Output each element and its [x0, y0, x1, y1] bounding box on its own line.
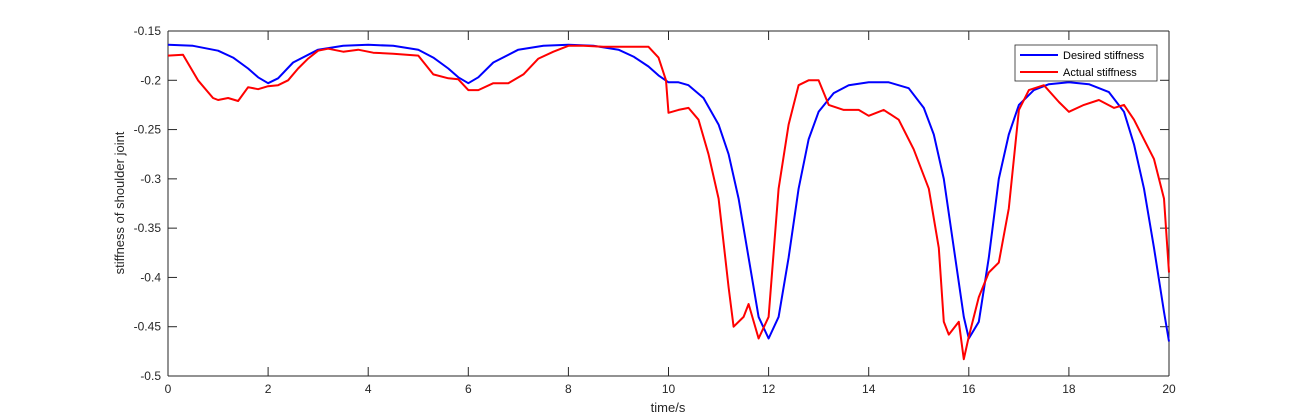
actual-stiffness-line — [167, 44, 1170, 361]
y-axis-ticks: -0.5 -0.45 -0.4 -0.35 -0.3 -0.25 -0.2 -0.15 — [134, 24, 1169, 383]
desired-stiffness-line — [167, 43, 1170, 342]
legend-label-desired: Desired stiffness — [1063, 50, 1145, 62]
y-tick-label: -0.35 — [134, 221, 162, 235]
plot-area — [168, 31, 1169, 376]
x-tick-label: 20 — [1162, 382, 1176, 396]
x-tick-label: 14 — [862, 382, 876, 396]
x-axis-label: time/s — [651, 400, 686, 415]
y-tick-label: -0.5 — [140, 369, 161, 383]
y-axis-label: stiffness of shoulder joint — [112, 131, 127, 274]
y-tick-label: -0.25 — [134, 123, 162, 137]
x-tick-label: 12 — [762, 382, 776, 396]
x-tick-label: 6 — [465, 382, 472, 396]
y-tick-label: -0.15 — [134, 24, 162, 38]
x-tick-label: 4 — [365, 382, 372, 396]
x-axis-ticks: 0 2 4 6 8 10 12 14 16 18 20 — [165, 31, 1176, 396]
x-tick-label: 8 — [565, 382, 572, 396]
y-tick-label: -0.3 — [140, 172, 161, 186]
y-tick-label: -0.2 — [140, 73, 161, 87]
y-tick-label: -0.45 — [134, 320, 162, 334]
x-tick-label: 10 — [662, 382, 676, 396]
y-tick-label: -0.4 — [140, 270, 161, 284]
x-tick-label: 18 — [1062, 382, 1076, 396]
x-tick-label: 16 — [962, 382, 976, 396]
legend-box — [1014, 44, 1158, 82]
legend-label-actual: Actual stiffness — [1063, 67, 1137, 79]
legend: Desired stiffness Actual stiffness — [1014, 44, 1158, 82]
series-lines — [167, 43, 1170, 361]
x-tick-label: 2 — [265, 382, 272, 396]
x-tick-label: 0 — [165, 382, 172, 396]
